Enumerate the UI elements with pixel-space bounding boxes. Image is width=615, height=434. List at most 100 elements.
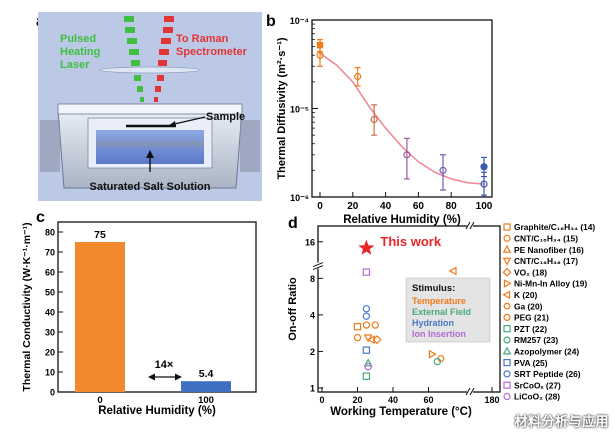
b-y-axis-label: Thermal Diffusivity (m²·s⁻¹) xyxy=(276,37,288,179)
d-legend-label: PZT (22) xyxy=(514,324,547,334)
b-plot-frame xyxy=(311,19,493,198)
d-legend-label: RM257 (23) xyxy=(514,335,558,345)
d-this-work-label: This work xyxy=(380,234,441,249)
c-y-tick-label: 10 xyxy=(45,368,55,378)
d-legend-label: PEG (21) xyxy=(514,313,549,323)
panel-d-letter: d xyxy=(288,215,298,232)
sample-chamber xyxy=(40,103,260,189)
d-legend-label: Azopolymer (24) xyxy=(514,347,579,357)
d-legend-marker xyxy=(502,346,512,355)
d-legend-label: Ni-Mn-In Alloy (19) xyxy=(514,279,587,289)
d-x-break-mark xyxy=(469,221,475,230)
d-x-axis-label: Working Temperature (°C) xyxy=(330,406,472,418)
b-x-axis-label: Relative Humidity (%) xyxy=(343,214,461,226)
objective-lens xyxy=(99,66,201,74)
b-data-point xyxy=(439,166,447,174)
d-legend-marker xyxy=(503,313,511,321)
d-legend-marker xyxy=(503,359,511,367)
c-y-tick-label: 70 xyxy=(45,248,55,258)
d-plot-frame xyxy=(317,225,501,393)
d-data-point xyxy=(362,312,371,320)
c-plot-frame xyxy=(57,221,257,393)
c-x-axis-label: Relative Humidity (%) xyxy=(98,405,216,417)
d-legend-label: PVA (25) xyxy=(514,358,548,368)
d-legend-label: PE Nanofiber (16) xyxy=(514,245,584,255)
d-data-point xyxy=(363,334,373,343)
d-legend-marker xyxy=(503,336,511,344)
raman-label-line-1: To Raman xyxy=(176,33,229,45)
d-legend-marker xyxy=(502,290,511,300)
d-legend-label: VO₂ (18) xyxy=(514,267,547,277)
c-y-axis-label: Thermal Conductivity (W·K⁻¹·m⁻¹) xyxy=(21,222,33,391)
d-legend-marker xyxy=(503,381,511,389)
d-data-point xyxy=(372,335,382,345)
d-stimulus-item: External Field xyxy=(412,307,471,317)
b-y-tick-label: 10⁻⁴ xyxy=(290,16,309,26)
solution-label: Saturated Salt Solution xyxy=(89,181,210,193)
d-data-point xyxy=(364,362,372,371)
d-x-tick-label: 60 xyxy=(423,395,433,405)
b-y-tick-label: 10⁻⁶ xyxy=(290,193,309,203)
d-legend-label: Ga (20) xyxy=(514,301,543,311)
d-y-tick-label: 4 xyxy=(310,310,315,320)
d-x-tick-label: 180 xyxy=(484,395,499,405)
d-x-break-gap xyxy=(467,222,473,230)
d-legend-marker xyxy=(502,257,512,266)
d-stimulus-title: Stimulus: xyxy=(412,283,455,294)
b-x-tick-label: 20 xyxy=(347,201,359,212)
b-data-point xyxy=(370,115,378,124)
d-legend-marker xyxy=(503,392,511,401)
d-y-tick-label: 16 xyxy=(305,237,315,247)
d-data-point xyxy=(448,266,457,276)
d-this-work-star xyxy=(358,239,375,255)
d-data-point xyxy=(362,346,371,354)
b-data-point xyxy=(480,163,488,171)
d-y-break-gap xyxy=(314,262,322,269)
b-y-tick-label: 10⁻⁵ xyxy=(290,105,309,115)
b-data-point xyxy=(354,72,362,81)
d-data-point xyxy=(366,335,375,345)
d-stimulus-item: Ion Insertion xyxy=(412,329,466,339)
panel-c-chart: c 0 10 20 30 40 50 60 70 80 75 0 5.4 100 14× Relative … xyxy=(21,209,257,417)
d-data-point xyxy=(353,322,362,331)
d-y-tick-label: 8 xyxy=(310,274,315,284)
panel-c-letter: c xyxy=(36,209,45,226)
b-data-point xyxy=(480,180,488,188)
d-x-tick-label: 0 xyxy=(319,395,324,405)
b-data-point xyxy=(316,51,324,59)
d-y-tick-label: 2 xyxy=(310,347,315,357)
d-legend-label: SrCoOₓ (27) xyxy=(514,380,561,390)
panel-b-letter: b xyxy=(266,13,276,30)
d-data-point xyxy=(428,349,437,359)
c-arrowhead-right xyxy=(175,373,182,381)
d-x-tick-label: 20 xyxy=(352,395,362,405)
laser-label-line-3: Laser xyxy=(60,59,90,71)
d-data-point xyxy=(433,357,442,366)
c-y-tick-label: 20 xyxy=(45,348,55,358)
b-data-point xyxy=(403,151,411,159)
d-data-point xyxy=(362,372,371,380)
sample-label: Sample xyxy=(206,111,245,123)
d-data-point xyxy=(353,333,362,342)
laser-label-line-2: Heating xyxy=(60,46,100,58)
d-x-break-mark xyxy=(469,387,475,396)
b-x-tick-label: 60 xyxy=(413,201,425,212)
d-data-point xyxy=(362,304,371,313)
d-data-point xyxy=(363,358,373,367)
raman-label-line-2: Spectrometer xyxy=(176,46,248,58)
c-y-tick-label: 60 xyxy=(45,268,55,278)
b-x-tick-label: 40 xyxy=(380,201,392,212)
c-y-tick-label: 40 xyxy=(45,308,55,318)
c-bar xyxy=(181,381,231,392)
b-x-tick-label: 80 xyxy=(446,201,458,212)
d-y-axis-label: On-off Ratio xyxy=(287,277,299,341)
c-arrowhead-left xyxy=(148,373,155,381)
d-stimulus-item: Temperature xyxy=(412,296,466,306)
d-x-break-mark xyxy=(465,387,471,396)
c-bar-value-label: 75 xyxy=(94,229,106,241)
c-y-tick-label: 30 xyxy=(45,328,55,338)
d-legend-label: LiCoO₂ (28) xyxy=(514,392,560,402)
b-x-tick-label: 100 xyxy=(476,201,493,212)
c-annotation-text: 14× xyxy=(155,359,174,371)
d-legend-marker xyxy=(503,302,511,310)
